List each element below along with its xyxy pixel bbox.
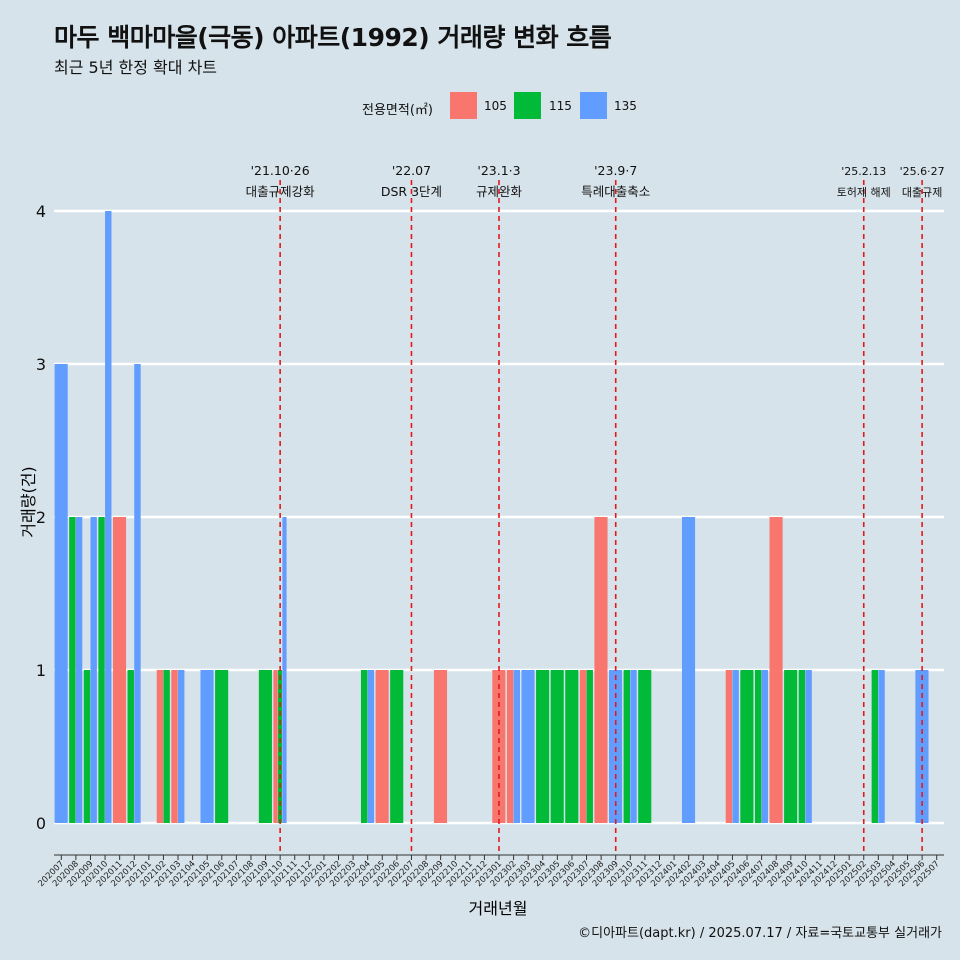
bar-202303-135	[521, 670, 535, 823]
y-tick-label: 3	[36, 355, 46, 374]
y-tick-label: 0	[36, 814, 46, 833]
legend-label-115: 115	[549, 99, 572, 113]
bar-202405-105	[725, 670, 733, 823]
bar-202405-135	[732, 670, 739, 823]
y-tick-label: 1	[36, 661, 46, 680]
bar-202310-135	[630, 670, 637, 823]
bar-202102-105	[156, 670, 164, 823]
bar-202008-135	[75, 517, 83, 823]
source-caption: ©디아파트(dapt.kr) / 2025.07.17 / 자료=국토교통부 실…	[578, 926, 942, 941]
bar-202009-135	[90, 517, 97, 823]
bars	[54, 211, 929, 823]
y-axis: 0 1 2 3 4	[36, 202, 46, 833]
bar-202011-105	[112, 517, 127, 823]
bar-202106-115	[215, 670, 229, 823]
y-tick-label: 2	[36, 508, 46, 527]
chart-subtitle: 최근 5년 한정 확대 차트	[54, 58, 218, 77]
bar-202010-115	[98, 517, 105, 823]
event-date-label: '25.2.13	[841, 165, 886, 178]
legend-label-135: 135	[614, 99, 637, 113]
bar-202012-115	[127, 670, 134, 823]
x-axis-title: 거래년월	[469, 899, 528, 918]
bar-202309-135	[609, 670, 623, 823]
bar-202410-135	[805, 670, 812, 823]
bar-202204-135	[367, 670, 375, 823]
bar-202306-115	[565, 670, 579, 823]
bar-202506-135	[915, 670, 929, 823]
bar-202103-105	[171, 670, 178, 823]
bar-202209-105	[433, 670, 448, 823]
legend-key-115	[514, 92, 541, 119]
bar-202307-115	[586, 670, 593, 823]
bar-202110-135	[282, 517, 287, 823]
bar-202406-115	[740, 670, 754, 823]
bar-202009-115	[83, 670, 91, 823]
bar-202010-135	[105, 211, 112, 823]
bar-202301-105	[492, 670, 506, 823]
bar-202304-115	[536, 670, 550, 823]
event-text-label: 대출규제강화	[246, 184, 316, 199]
bar-202410-115	[798, 670, 806, 823]
bar-202102-115	[163, 670, 170, 823]
event-date-label: '21.10·26	[251, 163, 310, 178]
bar-202311-115	[638, 670, 652, 823]
bar-202206-115	[390, 670, 404, 823]
bar-202103-135	[178, 670, 185, 823]
annotations: '21.10·26 대출규제강화 '22.07 DSR 3단계 '23.1·3 규제완화 '…	[246, 163, 945, 199]
bar-202407-135	[761, 670, 769, 823]
bar-202302-135	[513, 670, 521, 823]
bar-202008-115	[69, 517, 76, 823]
bar-202110-105	[273, 670, 278, 823]
bar-202204-115	[360, 670, 368, 823]
x-axis: 2020072020082020092020102020112020122021…	[36, 854, 944, 889]
bar-202109-115	[258, 670, 272, 823]
y-tick-label: 4	[36, 202, 46, 221]
bar-202408-105	[769, 517, 783, 823]
bar-202105-135	[200, 670, 214, 823]
event-text-label: 특례대출축소	[581, 184, 650, 199]
bar-202308-105	[594, 517, 608, 823]
bar-202402-135	[681, 517, 696, 823]
bar-202110-115	[277, 670, 283, 823]
bar-202503-115	[871, 670, 879, 823]
bar-202302-105	[506, 670, 514, 823]
bar-202409-115	[784, 670, 798, 823]
bar-202310-115	[623, 670, 631, 823]
legend-key-105	[450, 92, 477, 119]
bar-202305-115	[550, 670, 564, 823]
event-text-label: 규제완화	[476, 184, 523, 199]
y-axis-title: 거래량(건)	[19, 466, 38, 537]
bar-202012-135	[134, 364, 141, 823]
legend-title: 전용면적(㎡)	[362, 103, 433, 118]
bar-202205-105	[375, 670, 389, 823]
event-lines	[279, 180, 923, 855]
legend: 전용면적(㎡) 105 115 135	[0, 92, 960, 122]
bar-202307-105	[579, 670, 587, 823]
event-text-label: 대출규제	[902, 186, 942, 199]
bar-202407-115	[754, 670, 762, 823]
event-text-label: 토허제 해제	[837, 185, 891, 199]
event-text-label: DSR 3단계	[381, 184, 442, 199]
event-date-label: '23.9·7	[594, 163, 637, 178]
bar-202007-135	[54, 364, 68, 823]
event-date-label: '22.07	[392, 163, 431, 178]
legend-key-135	[580, 92, 607, 119]
legend-label-105: 105	[484, 99, 507, 113]
event-date-label: '23.1·3	[477, 163, 520, 178]
chart-title: 마두 백마마을(극동) 아파트(1992) 거래량 변화 흐름	[54, 23, 612, 52]
bar-202503-135	[878, 670, 885, 823]
event-date-label: '25.6·27	[900, 165, 945, 178]
